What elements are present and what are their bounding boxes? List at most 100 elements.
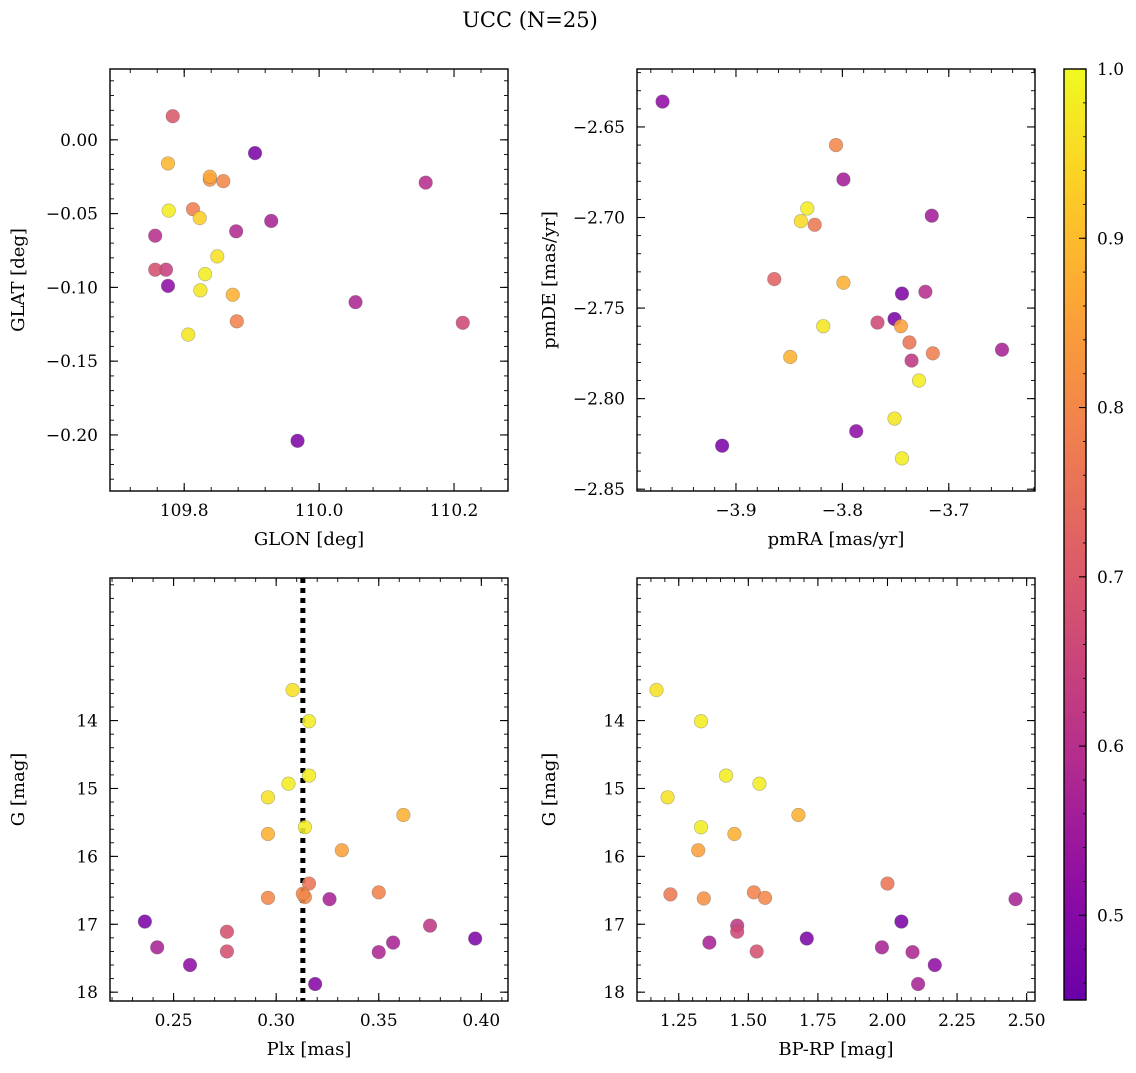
data-point [260, 790, 276, 805]
data-point [925, 346, 940, 361]
data-point [137, 914, 152, 929]
data-point [160, 156, 176, 171]
data-point [746, 885, 761, 900]
data-point [924, 208, 939, 223]
x-tick-label: 109.8 [160, 501, 209, 521]
data-point [655, 94, 670, 109]
x-tick-label: 1.50 [729, 1011, 767, 1031]
y-axis-label: GLAT [deg] [8, 228, 29, 332]
data-point [836, 275, 851, 290]
data-point [816, 319, 831, 334]
data-point [165, 109, 180, 124]
data-point [893, 319, 909, 334]
data-point [828, 137, 844, 153]
y-tick-label: −0.10 [46, 278, 98, 298]
x-axis-label: BP-RP [mag] [778, 1039, 893, 1060]
data-point [696, 891, 711, 906]
data-point [216, 174, 231, 189]
data-point [219, 924, 235, 939]
figure-title: UCC (N=25) [462, 8, 598, 32]
data-point [874, 940, 890, 955]
colorbar-tick-label: 0.9 [1097, 229, 1124, 249]
colorbar: 0.5 0.6 0.7 0.8 0.9 1.0 [1063, 60, 1124, 1001]
y-tick-label: −0.20 [46, 426, 98, 446]
data-point [334, 843, 349, 858]
x-tick-label: −3.8 [822, 501, 863, 521]
data-point [894, 286, 910, 301]
data-point [422, 918, 438, 933]
data-point [468, 931, 483, 946]
data-point [193, 283, 208, 298]
x-tick-label: −3.9 [715, 501, 756, 521]
data-point [192, 210, 207, 226]
data-point [301, 876, 317, 891]
data-point [880, 876, 895, 891]
data-point [927, 957, 942, 973]
data-point [148, 228, 163, 243]
data-point [229, 224, 244, 239]
plot-frame [636, 577, 1036, 1002]
data-point [160, 278, 176, 294]
y-tick-label: 0.00 [60, 131, 98, 151]
y-tick-label: 14 [603, 712, 625, 732]
x-tick-label: 110.2 [430, 501, 479, 521]
data-point [807, 217, 822, 232]
x-tick-label: −3.7 [928, 501, 969, 521]
x-tick-label: 2.50 [1008, 1011, 1046, 1031]
data-point [260, 826, 276, 842]
data-point [849, 424, 864, 439]
data-point [285, 682, 300, 698]
data-point [161, 203, 176, 218]
x-tick-label: 0.25 [155, 1011, 193, 1031]
data-point [902, 335, 917, 350]
data-point [757, 890, 773, 905]
data-point [905, 945, 920, 960]
data-point [693, 714, 709, 729]
data-point [386, 935, 401, 950]
data-point [219, 944, 235, 959]
data-point [371, 885, 386, 900]
data-point [793, 214, 808, 229]
colorbar-gradient [1064, 69, 1086, 1000]
colorbar-frame [1063, 68, 1087, 1001]
data-point [210, 249, 225, 264]
x-tick-label: 0.35 [360, 1011, 398, 1031]
data-point [791, 807, 806, 823]
y-tick-label: −2.85 [573, 480, 625, 500]
data-point [247, 146, 263, 161]
data-point [264, 213, 279, 229]
data-point [295, 886, 310, 901]
data-point [799, 931, 814, 946]
colorbar-tick-label: 0.8 [1097, 399, 1124, 419]
data-point [150, 940, 165, 955]
y-tick-label: 15 [76, 779, 98, 799]
data-point [148, 262, 163, 277]
panel-glon_glat: 109.8 110.0 110.2 0.00 −0.05 −0.10 −0.15 −0.20 G… [8, 68, 509, 550]
colorbar-tick-label: 1.0 [1097, 60, 1124, 80]
data-point [418, 175, 433, 190]
y-tick-label: 14 [76, 712, 98, 732]
data-point [702, 935, 717, 950]
y-tick-label: 18 [603, 983, 625, 1003]
x-tick-label: 0.30 [257, 1011, 295, 1031]
panel-pm: −3.9 −3.8 −3.7 −2.65 −2.70 −2.75 −2.80 −2.85 pmR… [539, 68, 1036, 550]
x-axis-label: GLON [deg] [254, 529, 364, 550]
x-tick-label: 2.00 [869, 1011, 907, 1031]
data-point [730, 924, 745, 939]
data-point [911, 976, 926, 992]
y-tick-label: −2.65 [573, 118, 625, 138]
data-point [301, 768, 317, 783]
panel-bprp_g: 1.25 1.50 1.75 2.00 2.25 2.50 14 15 16 17 18 BP-RP … [539, 577, 1046, 1060]
data-point [663, 887, 678, 902]
data-point [691, 843, 706, 858]
data-point [767, 271, 782, 287]
data-point [225, 287, 240, 302]
y-tick-label: 16 [76, 847, 98, 867]
x-tick-label: 1.75 [799, 1011, 837, 1031]
y-tick-label: 18 [76, 983, 98, 1003]
data-point [371, 945, 386, 960]
colorbar-tick-label: 0.6 [1097, 737, 1124, 757]
data-point [1008, 892, 1023, 907]
data-point [396, 807, 411, 823]
